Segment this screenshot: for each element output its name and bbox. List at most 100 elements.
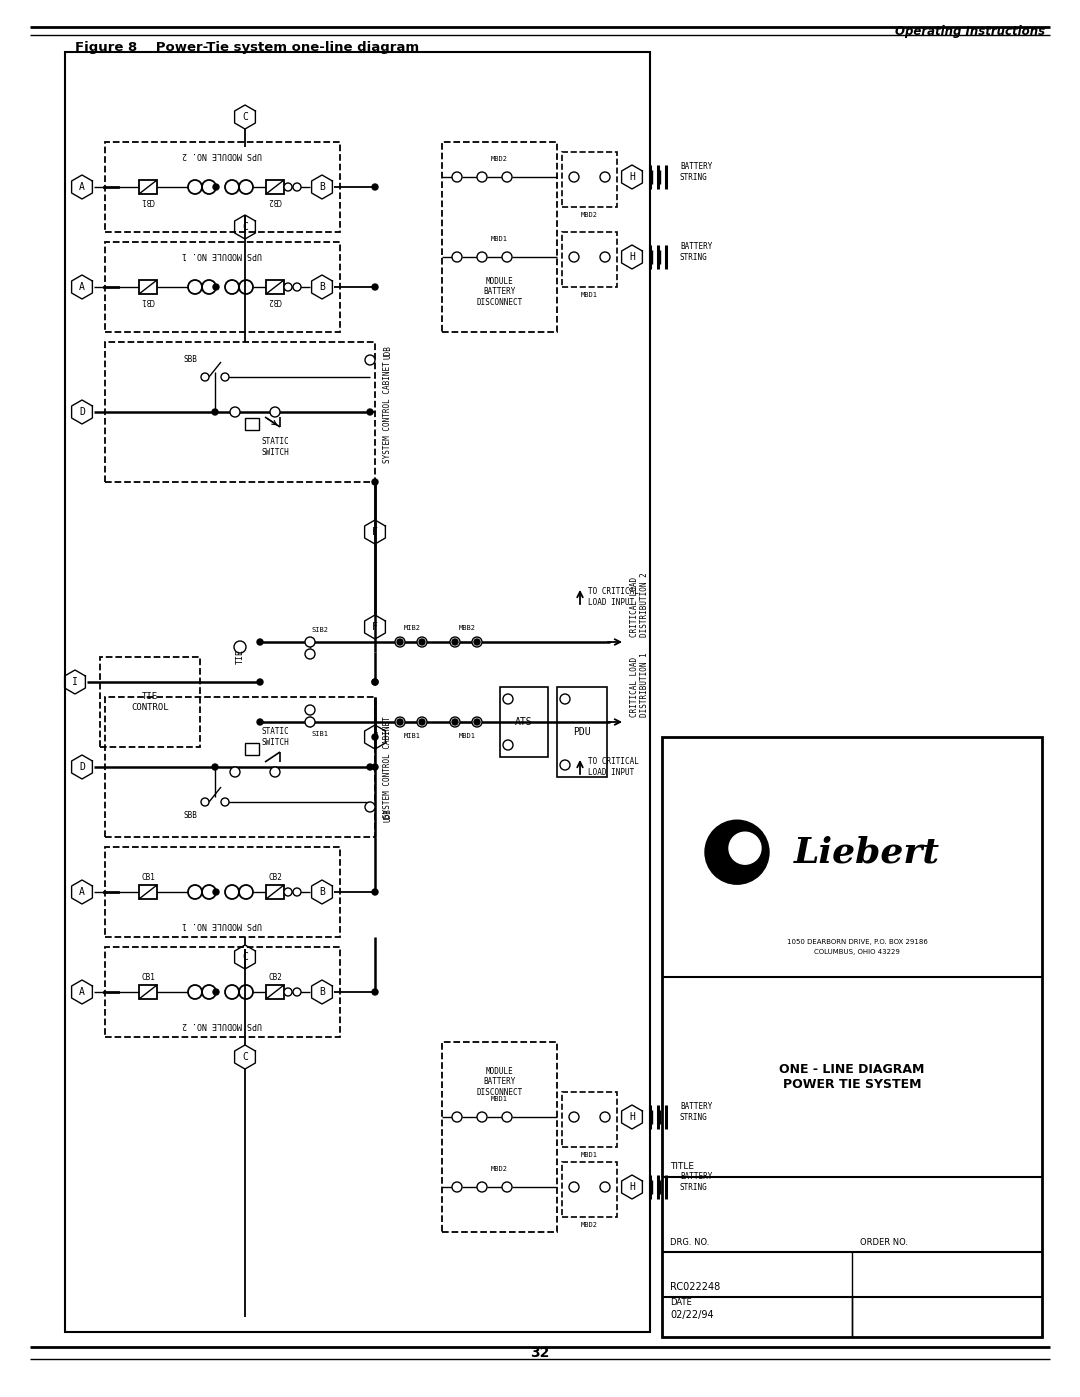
Text: C: C [242, 222, 248, 232]
Text: UPS MODULE NO. 2: UPS MODULE NO. 2 [183, 149, 262, 158]
Text: DATE: DATE [670, 1298, 692, 1308]
Circle shape [230, 407, 240, 416]
Circle shape [270, 407, 280, 416]
Bar [500, 687, 548, 757]
Text: CB1: CB1 [141, 873, 154, 883]
Text: MBB2: MBB2 [459, 624, 475, 631]
Circle shape [503, 694, 513, 704]
Text: A: A [79, 887, 85, 897]
Text: SBB: SBB [184, 355, 197, 365]
Circle shape [453, 172, 462, 182]
Text: D: D [79, 407, 85, 416]
Bar [266, 279, 284, 293]
Text: CB2: CB2 [268, 197, 282, 205]
Text: 32: 32 [530, 1345, 550, 1361]
Bar [562, 232, 617, 286]
Circle shape [502, 172, 512, 182]
Text: ONE - LINE DIAGRAM
POWER TIE SYSTEM: ONE - LINE DIAGRAM POWER TIE SYSTEM [780, 1063, 924, 1091]
Bar [139, 180, 157, 194]
Circle shape [600, 251, 610, 263]
Circle shape [569, 251, 579, 263]
Circle shape [729, 833, 761, 865]
Circle shape [477, 1182, 487, 1192]
Circle shape [503, 740, 513, 750]
Text: A: A [79, 182, 85, 191]
Circle shape [293, 284, 301, 291]
Bar [442, 1042, 557, 1232]
Text: J: J [373, 732, 378, 742]
Circle shape [397, 638, 403, 645]
Text: BATTERY
STRING: BATTERY STRING [680, 1102, 713, 1122]
Bar [105, 342, 375, 482]
Text: B: B [319, 282, 325, 292]
Text: SYSTEM CONTROL CABINET: SYSTEM CONTROL CABINET [382, 362, 391, 462]
Text: UPS MODULE NO. 1: UPS MODULE NO. 1 [183, 921, 262, 929]
Text: H: H [629, 1182, 635, 1192]
Text: MBD2: MBD2 [491, 1166, 508, 1172]
Circle shape [372, 733, 378, 740]
Bar [266, 985, 284, 999]
Circle shape [453, 719, 458, 725]
Text: F: F [373, 622, 378, 631]
Text: B: B [319, 182, 325, 191]
Text: C: C [242, 951, 248, 963]
Bar [662, 738, 1042, 1337]
Circle shape [201, 798, 210, 806]
Text: BATTERY
STRING: BATTERY STRING [680, 242, 713, 261]
Bar [65, 52, 650, 1331]
Circle shape [453, 251, 462, 263]
Circle shape [257, 679, 264, 685]
Circle shape [419, 719, 426, 725]
Bar [245, 418, 259, 430]
Text: TIE
CONTROL: TIE CONTROL [131, 693, 168, 711]
Circle shape [561, 760, 570, 770]
Circle shape [450, 637, 460, 647]
Text: MBD1: MBD1 [581, 292, 598, 298]
Circle shape [293, 183, 301, 191]
Circle shape [305, 650, 315, 659]
Circle shape [372, 184, 378, 190]
Text: UDB: UDB [383, 807, 392, 821]
Text: I: I [72, 678, 78, 687]
Circle shape [284, 284, 292, 291]
Circle shape [284, 988, 292, 996]
Text: CB1: CB1 [141, 197, 154, 205]
Text: C: C [242, 1052, 248, 1062]
Text: CRITICAL LOAD
DISTRIBUTION 2: CRITICAL LOAD DISTRIBUTION 2 [630, 573, 649, 637]
Bar [266, 886, 284, 900]
Bar [139, 279, 157, 293]
Text: TO CRITICAL
LOAD INPUT: TO CRITICAL LOAD INPUT [588, 587, 639, 606]
Text: CB2: CB2 [268, 873, 282, 883]
Circle shape [212, 764, 218, 770]
Text: CB1: CB1 [141, 974, 154, 982]
Text: B: B [319, 887, 325, 897]
Text: STATIC
SWITCH: STATIC SWITCH [261, 728, 288, 747]
Circle shape [502, 1182, 512, 1192]
Circle shape [472, 717, 482, 726]
Circle shape [453, 1112, 462, 1122]
Circle shape [293, 888, 301, 895]
Text: MBD2: MBD2 [581, 212, 598, 218]
Circle shape [477, 1112, 487, 1122]
Circle shape [367, 764, 373, 770]
Circle shape [705, 820, 769, 884]
Text: MODULE
BATTERY
DISCONNECT: MODULE BATTERY DISCONNECT [476, 277, 523, 307]
Bar [266, 180, 284, 194]
Circle shape [221, 798, 229, 806]
Text: UPS MODULE NO. 2: UPS MODULE NO. 2 [183, 1020, 262, 1030]
Circle shape [221, 373, 229, 381]
Bar [562, 1162, 617, 1217]
Circle shape [365, 355, 375, 365]
Circle shape [453, 1182, 462, 1192]
Bar [562, 1092, 617, 1147]
Text: BATTERY
STRING: BATTERY STRING [680, 1172, 713, 1192]
Text: MBD2: MBD2 [581, 1222, 598, 1228]
Text: SBB: SBB [184, 810, 197, 820]
Circle shape [284, 183, 292, 191]
Text: TITLE: TITLE [670, 1162, 694, 1171]
Text: MODULE
BATTERY
DISCONNECT: MODULE BATTERY DISCONNECT [476, 1067, 523, 1097]
Text: CB2: CB2 [268, 974, 282, 982]
Text: UDB: UDB [383, 345, 392, 359]
Text: RC022248: RC022248 [670, 1282, 720, 1292]
Text: SIB1: SIB1 [311, 731, 328, 738]
